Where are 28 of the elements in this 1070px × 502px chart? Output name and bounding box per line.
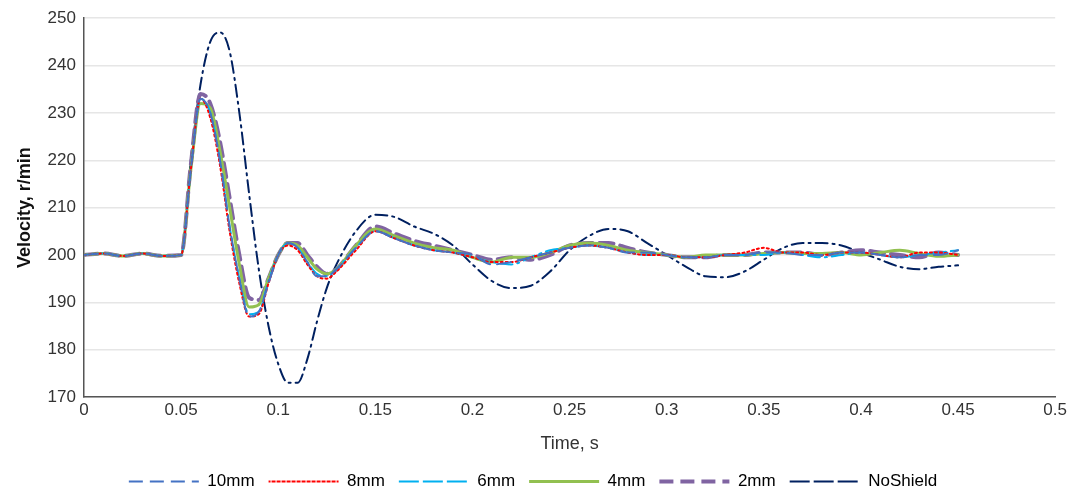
legend-label: NoShield [868, 471, 938, 491]
y-tick-label: 230 [47, 102, 76, 122]
x-axis-title: Time, s [540, 433, 599, 454]
y-axis-title: Velocity, r/min [13, 147, 34, 268]
y-tick-label: 200 [47, 244, 76, 264]
y-tick-label: 240 [47, 55, 76, 75]
legend-label: 2mm [737, 471, 776, 491]
legend-label: 10mm [207, 471, 255, 491]
x-tick-label: 0.5 [1043, 399, 1067, 419]
legend-label: 4mm [607, 471, 646, 491]
legend-label: 6mm [477, 471, 516, 491]
y-tick-label: 190 [47, 291, 76, 311]
x-tick-label: 0.3 [654, 399, 679, 419]
x-tick-label: 0.2 [460, 399, 485, 419]
y-tick-label: 170 [47, 386, 76, 406]
y-tick-label: 250 [47, 7, 76, 27]
x-tick-label: 0.45 [941, 399, 975, 419]
y-tick-label: 180 [47, 339, 76, 359]
y-tick-label: 210 [47, 197, 76, 217]
x-tick-label: 0.1 [266, 399, 291, 419]
x-tick-label: 0.15 [358, 399, 392, 419]
x-tick-label: 0 [79, 399, 89, 419]
y-tick-label: 220 [47, 149, 76, 169]
x-tick-label: 0.05 [164, 399, 198, 419]
x-tick-label: 0.4 [849, 399, 873, 419]
x-tick-label: 0.25 [553, 399, 587, 419]
legend-label: 8mm [347, 471, 385, 491]
x-tick-label: 0.35 [747, 399, 781, 419]
